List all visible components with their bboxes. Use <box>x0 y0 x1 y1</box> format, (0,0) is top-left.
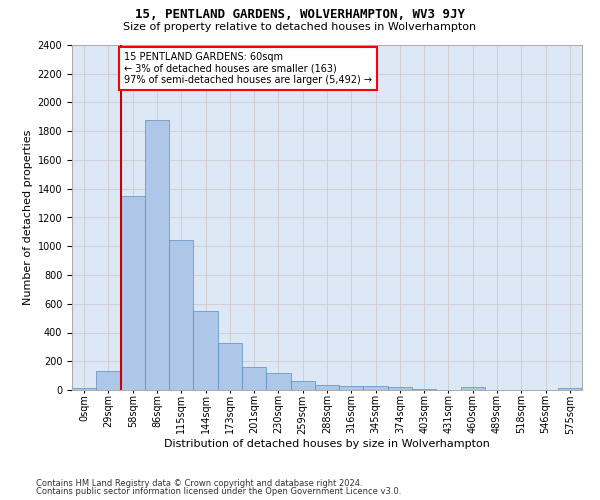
Bar <box>388 387 412 390</box>
Bar <box>72 388 96 390</box>
Bar <box>266 374 290 390</box>
Text: Size of property relative to detached houses in Wolverhampton: Size of property relative to detached ho… <box>124 22 476 32</box>
Bar <box>558 388 582 390</box>
Text: Contains public sector information licensed under the Open Government Licence v3: Contains public sector information licen… <box>36 487 401 496</box>
Bar <box>242 366 266 390</box>
Bar <box>339 386 364 390</box>
Bar <box>121 196 145 390</box>
Bar <box>218 342 242 390</box>
Bar <box>364 386 388 390</box>
Text: 15 PENTLAND GARDENS: 60sqm
← 3% of detached houses are smaller (163)
97% of semi: 15 PENTLAND GARDENS: 60sqm ← 3% of detac… <box>124 52 372 86</box>
X-axis label: Distribution of detached houses by size in Wolverhampton: Distribution of detached houses by size … <box>164 439 490 449</box>
Text: Contains HM Land Registry data © Crown copyright and database right 2024.: Contains HM Land Registry data © Crown c… <box>36 478 362 488</box>
Bar <box>169 240 193 390</box>
Bar <box>193 311 218 390</box>
Bar <box>315 384 339 390</box>
Y-axis label: Number of detached properties: Number of detached properties <box>23 130 34 305</box>
Bar <box>461 387 485 390</box>
Bar <box>96 372 121 390</box>
Bar <box>145 120 169 390</box>
Bar <box>290 381 315 390</box>
Text: 15, PENTLAND GARDENS, WOLVERHAMPTON, WV3 9JY: 15, PENTLAND GARDENS, WOLVERHAMPTON, WV3… <box>135 8 465 20</box>
